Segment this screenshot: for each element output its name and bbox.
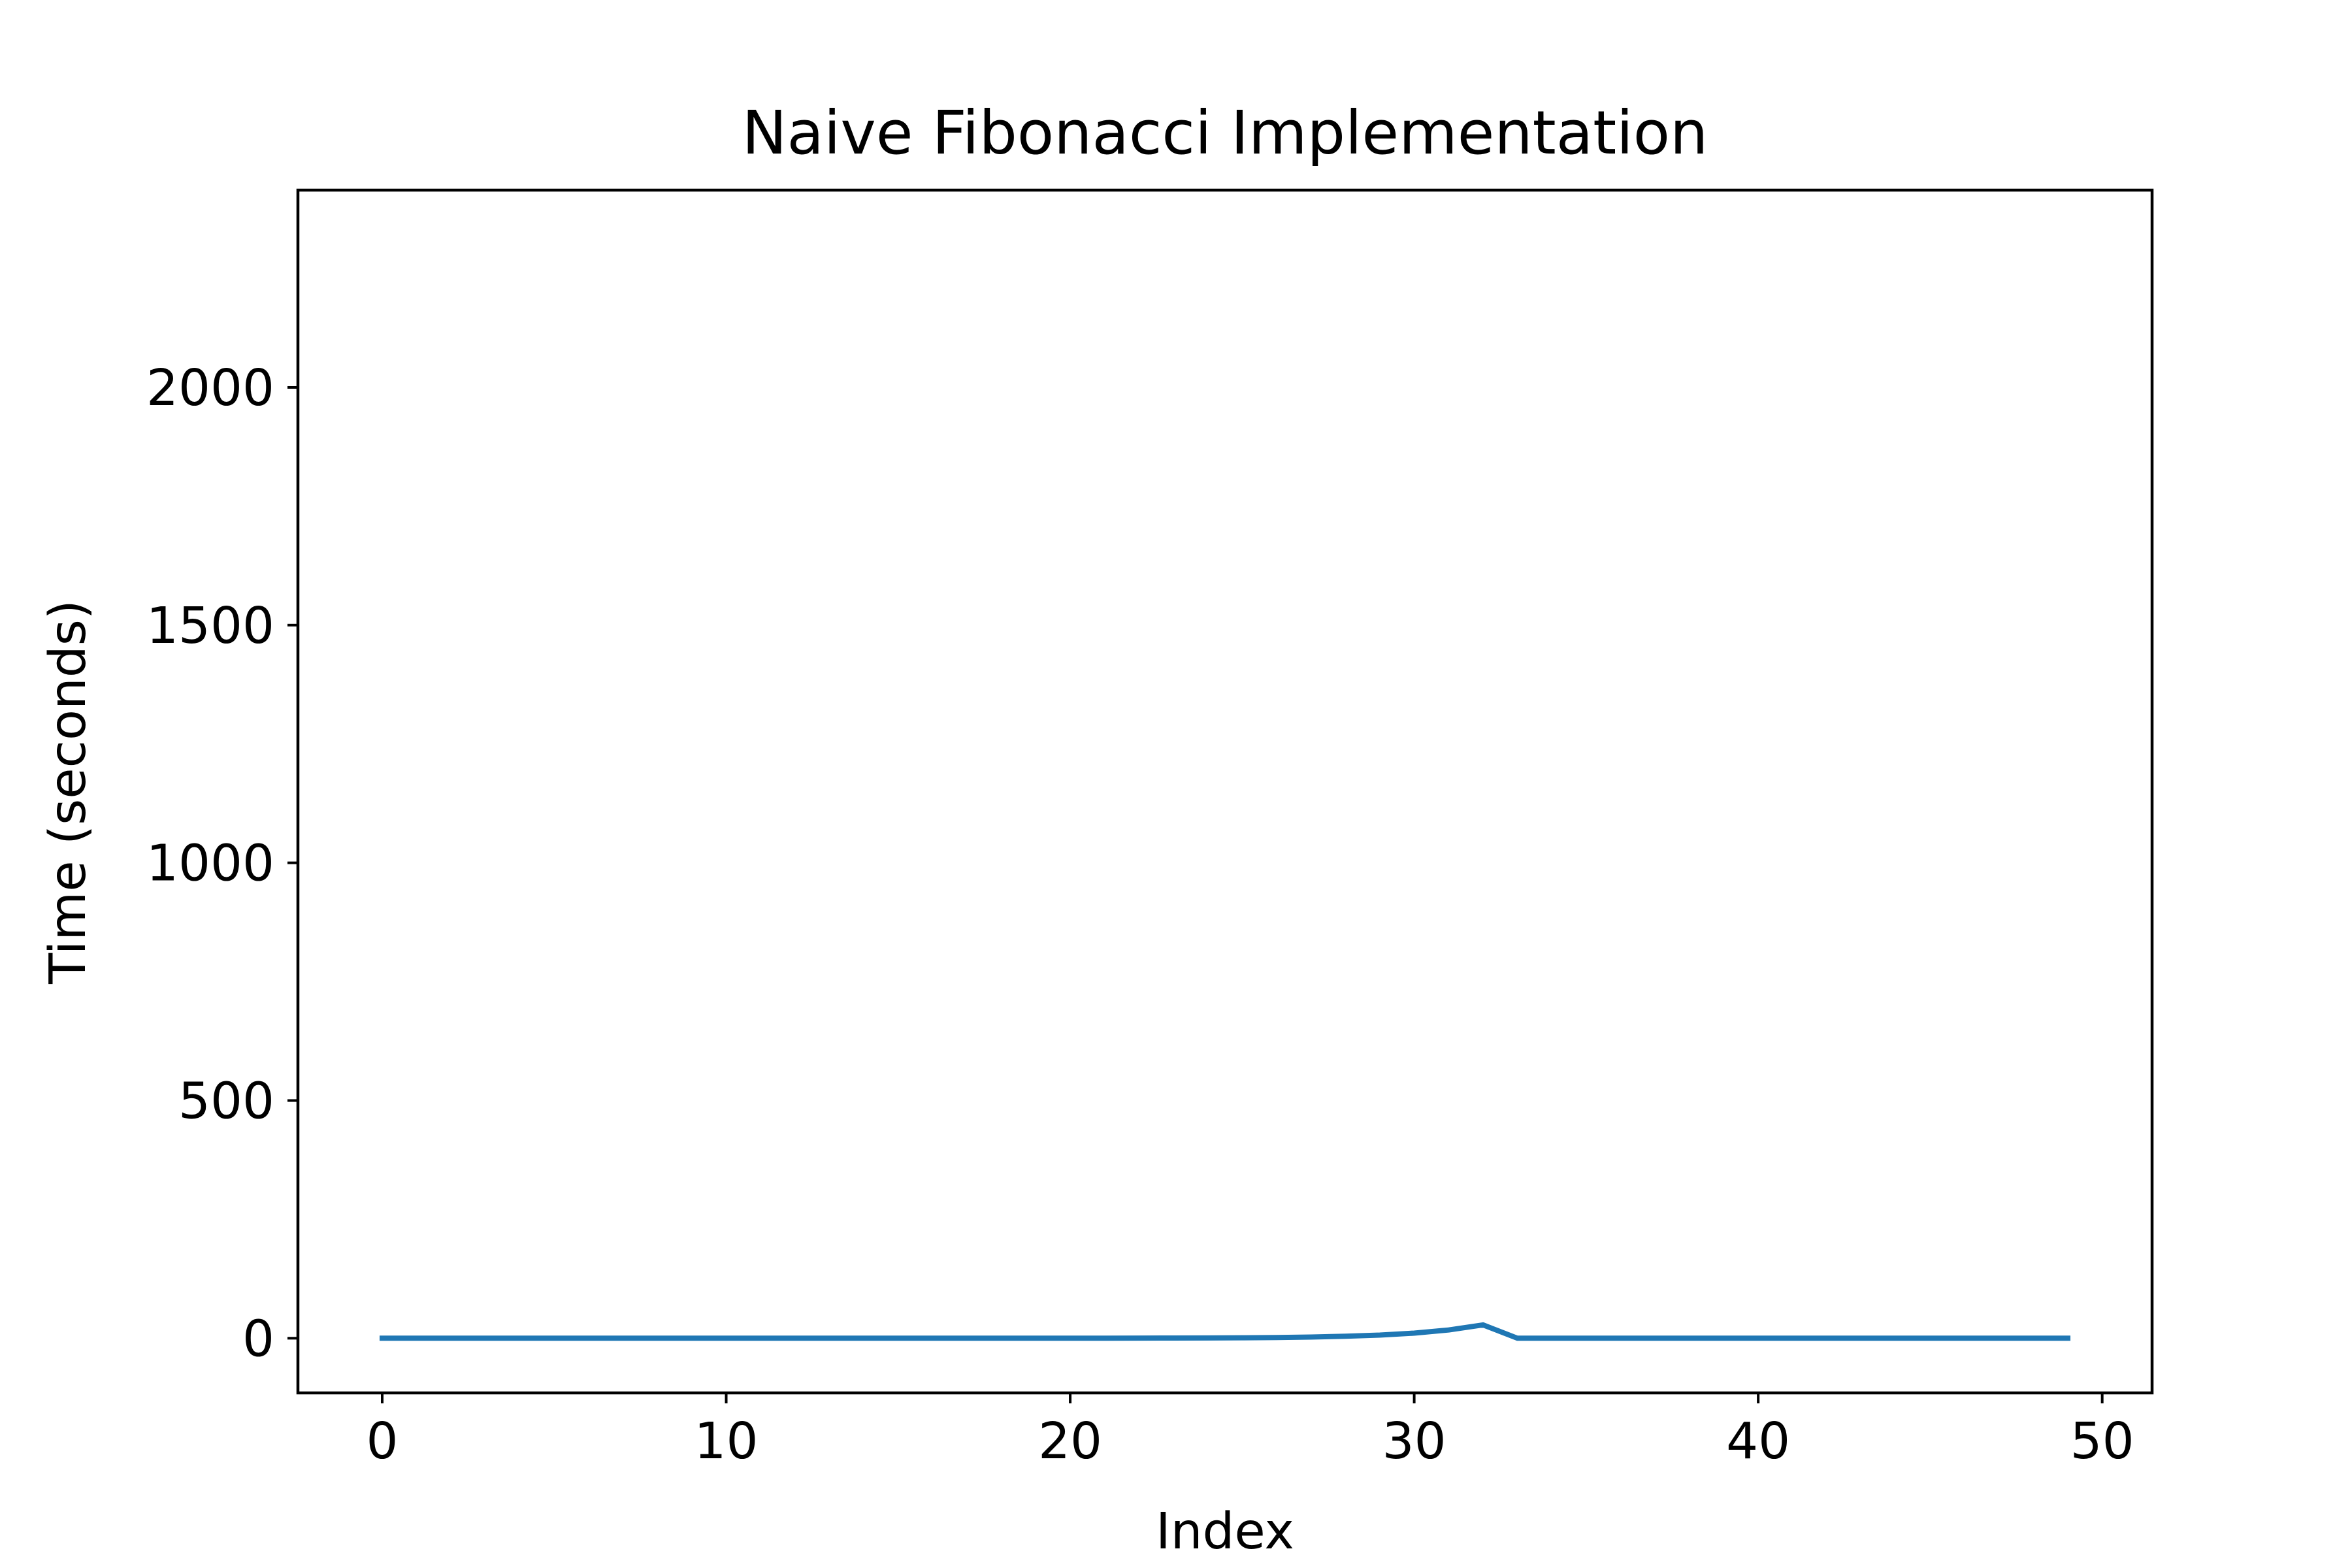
y-tick-label: 1000 <box>146 835 274 893</box>
x-tick-label: 30 <box>1382 1413 1446 1471</box>
chart-title: Naive Fibonacci Implementation <box>742 98 1708 168</box>
y-tick-label: 1500 <box>146 597 274 655</box>
y-ticks: 0 500 1000 1500 2000 <box>146 359 298 1368</box>
x-ticks: 0 10 20 30 40 50 <box>367 1393 2134 1471</box>
x-tick-label: 50 <box>2070 1413 2134 1471</box>
data-line <box>380 1322 2070 1341</box>
y-axis-label: Time (seconds) <box>39 600 97 985</box>
y-tick-label: 500 <box>178 1072 274 1130</box>
x-tick-label: 0 <box>367 1413 399 1471</box>
plot-frame <box>296 188 2154 1395</box>
y-tick-label: 2000 <box>146 359 274 417</box>
x-axis-label: Index <box>1156 1503 1294 1561</box>
x-tick-label: 10 <box>694 1413 759 1471</box>
x-tick-label: 40 <box>1726 1413 1790 1471</box>
x-tick-label: 20 <box>1038 1413 1102 1471</box>
y-tick-label: 0 <box>242 1310 274 1368</box>
